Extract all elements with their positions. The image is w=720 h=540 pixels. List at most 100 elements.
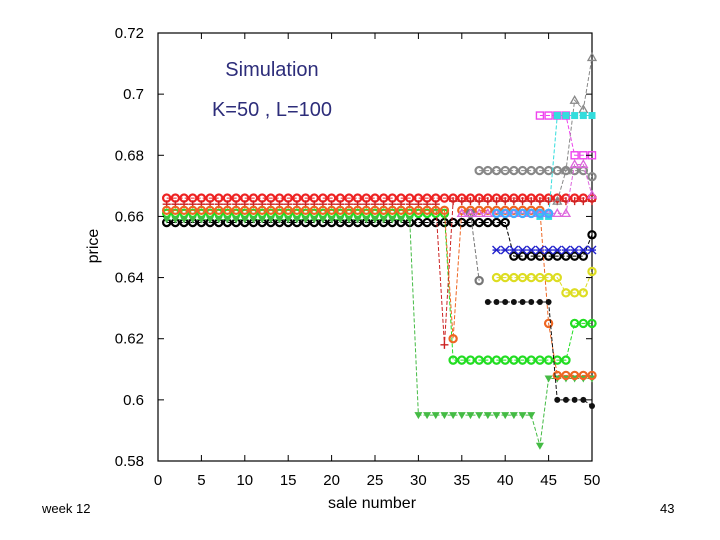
data-point [543,272,554,283]
data-point [509,165,519,176]
data-point [500,208,510,219]
data-point [483,412,492,420]
data-point [326,205,337,216]
data-point [465,355,476,365]
data-point [449,197,458,206]
data-point [588,112,596,120]
x-tick-label: 20 [323,472,340,489]
data-point [457,412,466,420]
data-point [500,355,510,365]
data-point [517,355,528,365]
y-tick-label: 0.6 [123,392,144,409]
data-point [491,208,502,219]
data-point [569,370,580,381]
data-point [561,245,571,255]
data-point [483,205,493,216]
data-point [560,208,572,218]
data-point [528,299,535,306]
data-point [535,111,545,120]
data-point [448,334,458,344]
data-point [535,165,545,176]
plot-frame [157,32,593,462]
data-point [535,197,544,206]
data-point [535,251,545,261]
data-point [517,205,528,216]
data-point [535,272,545,283]
data-point [352,205,363,216]
data-point [388,216,397,224]
data-point [162,216,171,224]
data-point [500,165,510,176]
data-point [405,205,415,216]
data-point [561,355,571,365]
data-point [587,266,597,277]
data-point [578,251,589,261]
series-line [166,212,592,361]
data-point [414,412,423,420]
data-point [544,197,553,206]
data-point [197,216,206,224]
data-point [413,208,424,219]
data-point [457,197,466,206]
data-point [544,245,554,255]
data-point [587,318,597,329]
series-13 [492,245,597,255]
data-point [500,217,510,228]
data-point [569,94,580,104]
data-point [587,230,597,240]
data-point [589,402,595,409]
data-point [379,216,388,224]
series-0 [161,217,597,261]
data-point [569,318,580,329]
annotation-simulation: Simulation [225,59,318,81]
data-point [561,251,571,261]
data-point [526,355,536,365]
data-point [422,208,432,219]
y-tick-label: 0.7 [123,86,144,103]
data-point [554,396,561,403]
data-point [491,272,502,283]
data-point [552,272,562,283]
x-tick-label: 35 [453,472,470,489]
x-tick-label: 5 [197,472,205,489]
data-point [586,189,598,199]
data-point [543,208,554,219]
data-point [578,318,589,329]
data-point [274,205,285,216]
data-point [570,197,579,206]
data-point [518,245,528,255]
data-point [422,217,432,228]
data-point [258,216,267,224]
data-point [509,245,519,255]
data-point [509,355,519,365]
data-point [492,412,501,420]
series-line [487,301,593,407]
data-point [526,245,536,255]
data-point [527,197,536,206]
series-8 [552,52,598,205]
data-point [500,205,510,216]
data-point [578,370,589,381]
data-point [371,216,379,224]
data-point [544,375,553,383]
data-point [475,412,484,420]
data-point [543,355,554,365]
data-point [336,216,345,224]
data-point [422,205,432,216]
data-point [501,412,510,420]
data-point [517,165,528,176]
ticks-layer: 0 5 10 15 20 25 30 35 40 45 50 0.58 0.6 0.62 0.64 0.66 0… [115,25,601,489]
data-point [205,205,215,216]
data-point [552,251,562,261]
data-point [431,412,440,420]
data-point [509,412,518,420]
data-point [570,151,579,160]
data-point [561,370,571,381]
y-axis-title: price [85,229,102,264]
data-point [344,205,354,216]
series-line [166,209,592,376]
data-point [579,112,587,120]
x-tick-label: 40 [497,472,514,489]
data-point [335,205,345,216]
